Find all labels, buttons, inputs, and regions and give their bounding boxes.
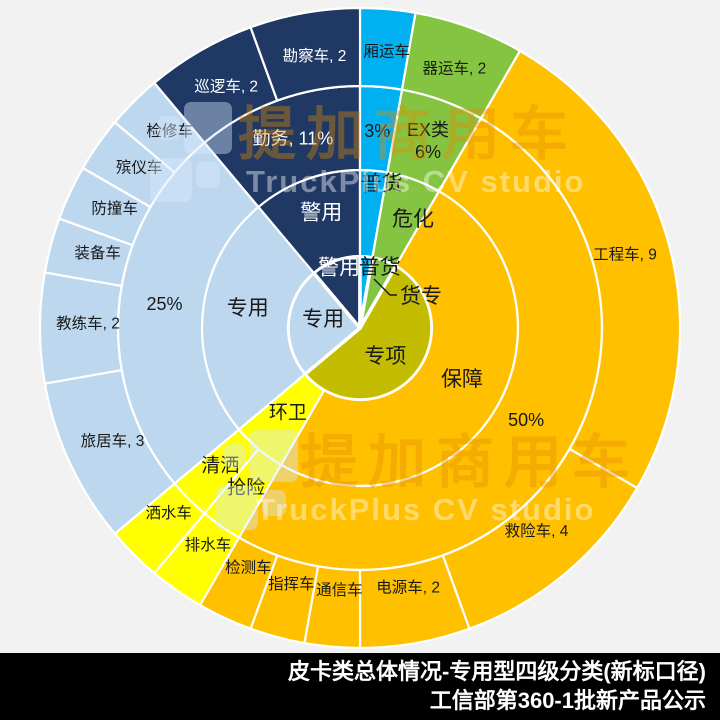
segment-label-l4-sashuiche: 洒水车: [145, 503, 192, 521]
segment-label-l3-ex: EX类 6%: [407, 120, 449, 162]
title-bar: 皮卡类总体情况-专用型四级分类(新标口径) 工信部第360-1批新产品公示: [0, 653, 720, 720]
label-leader-line: [373, 278, 397, 296]
segment-label-l4-zhuangbeiche: 装备车: [74, 243, 121, 261]
segment-label-l3-puhuo-pct: 3%: [364, 121, 390, 141]
segment-label-l1-zhuanxiang: 专项: [364, 345, 406, 368]
segment-label-l1-zhuanyong: 专用: [302, 307, 344, 330]
segment-label-l3-qiangxian: 抢险: [227, 476, 265, 498]
segment-label-l2-huanwei: 环卫: [269, 402, 307, 423]
segment-label-l2-weihua: 危化: [392, 208, 434, 231]
segment-label-l4-jianceche: 检测车: [225, 558, 272, 576]
segment-label-l4-qiyunche: 器运车, 2: [423, 59, 487, 77]
segment-label-l4-fangzhuangche: 防撞车: [91, 199, 138, 217]
segment-label-l4-kanchache: 勘察车, 2: [283, 46, 347, 64]
segment-label-l4-jiuxianche: 救险车, 4: [505, 522, 569, 540]
segment-label-l4-binyiche: 殡仪车: [116, 158, 163, 176]
segment-label-l4-tongxinche: 通信车: [316, 581, 363, 599]
segment-label-l1-jingyong: 警用: [318, 256, 360, 279]
segment-label-l3-zhuanyong-pct: 25%: [146, 294, 182, 314]
segment-label-l4-xunluoche: 巡逻车, 2: [194, 77, 258, 95]
segment-label-l4-zhihuiche: 指挥车: [268, 574, 315, 592]
segment-label-l1-puhuo: 普货: [359, 256, 401, 279]
segment-label-l3-qinwu: 勤务, 11%: [253, 129, 334, 149]
segment-label-l4-paishuiche: 排水车: [185, 536, 232, 554]
segment-label-l2-puhuo: 普货: [361, 172, 403, 195]
segment-label-l1-huozhuan: 货专: [400, 285, 442, 308]
segment-label-l4-jianxiuche: 检修车: [146, 121, 193, 139]
segment-label-l2-jingyong: 警用: [300, 201, 342, 224]
segment-label-l2-zhuanyong: 专用: [227, 297, 269, 320]
chart-title: 皮卡类总体情况-专用型四级分类(新标口径): [288, 659, 706, 685]
segment-label-l4-dianyuanche: 电源车, 2: [376, 578, 440, 596]
segment-label-l4-xiangyunche: 厢运车: [363, 42, 410, 60]
sunburst-segment-l4-kanchache: [249, 6, 362, 102]
segment-label-l3-baozhang-pct: 50%: [508, 410, 544, 430]
segment-label-l4-lvjuche: 旅居车, 3: [81, 431, 145, 449]
segment-label-l2-baozhang: 保障: [441, 367, 483, 390]
segment-label-l3-qingsa: 清洒: [201, 454, 239, 476]
segment-label-l4-jiaolianche: 教练车, 2: [56, 314, 120, 332]
chart-subtitle: 工信部第360-1批新产品公示: [429, 687, 706, 713]
segment-label-l4-gongchengche: 工程车, 9: [593, 245, 657, 263]
